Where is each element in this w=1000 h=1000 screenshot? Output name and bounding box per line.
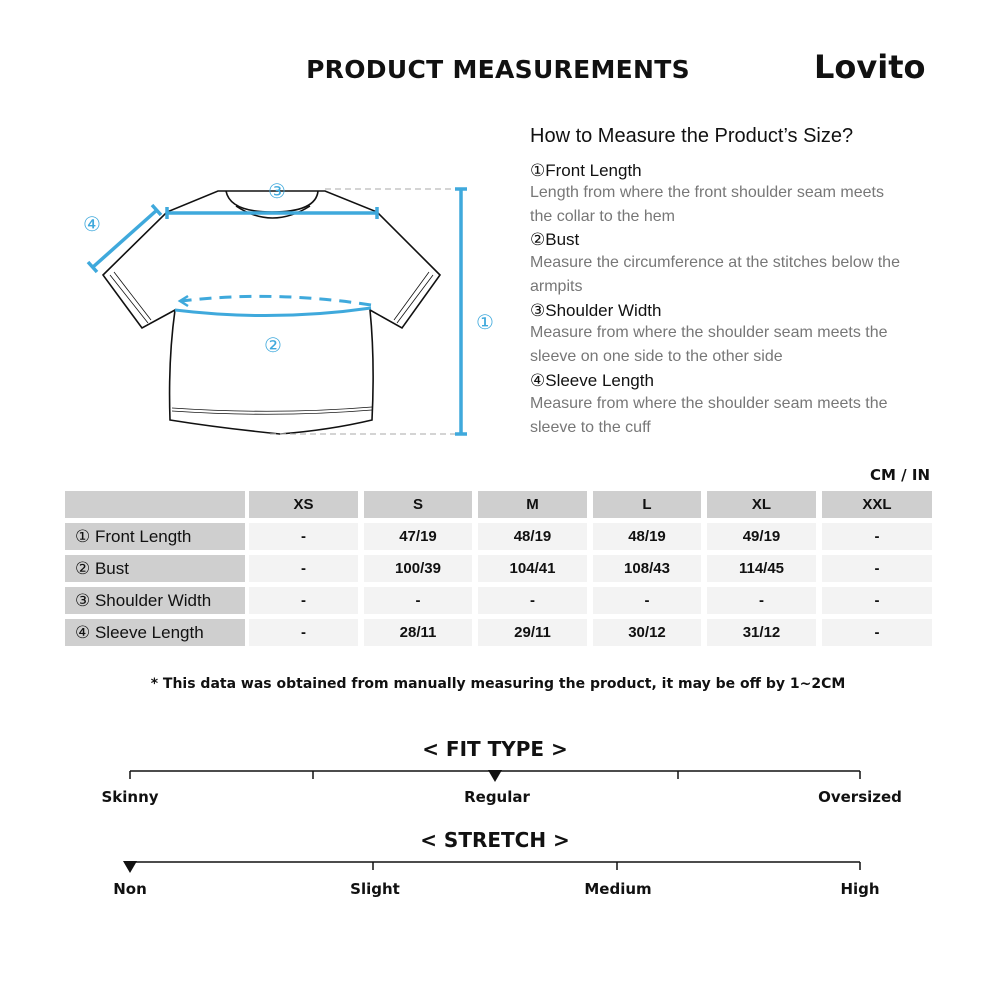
guide-item-label: ①Front Length [530, 161, 642, 180]
table-cell: 49/19 [707, 523, 816, 550]
table-cell: 48/19 [478, 523, 587, 550]
size-header: L [593, 491, 701, 518]
fit-label-regular: Regular [464, 788, 530, 806]
shoulder-width-line [165, 207, 379, 219]
size-header: S [364, 491, 472, 518]
stretch-label-medium: Medium [584, 880, 652, 898]
table-cell: - [822, 523, 932, 550]
marker-1: ① [476, 310, 494, 334]
row-label: ② Bust [65, 555, 245, 582]
table-cell: 30/12 [593, 619, 701, 646]
table-cell: - [364, 587, 472, 614]
table-cell: - [707, 587, 816, 614]
unit-label: CM / IN [870, 466, 930, 484]
brand-logo: Lovito [814, 48, 926, 86]
stretch-label-high: High [840, 880, 880, 898]
guide-item-desc: Measure from where the shoulder seam mee… [530, 324, 888, 365]
table-cell: - [822, 619, 932, 646]
stretch-label-non: Non [113, 880, 147, 898]
table-cell: - [478, 587, 587, 614]
fit-type-marker [488, 770, 502, 782]
size-header: XS [249, 491, 358, 518]
table-cell: - [249, 587, 358, 614]
tshirt-outline [101, 190, 442, 435]
table-cell: 28/11 [364, 619, 472, 646]
table-cell: 104/41 [478, 555, 587, 582]
table-cell: - [593, 587, 701, 614]
fit-label-skinny: Skinny [101, 788, 159, 806]
marker-4: ④ [83, 212, 101, 236]
table-cell: 47/19 [364, 523, 472, 550]
marker-3: ③ [268, 179, 286, 203]
row-label: ③ Shoulder Width [65, 587, 245, 614]
marker-2: ② [264, 333, 282, 357]
fit-type-scale [129, 770, 861, 782]
fit-label-oversized: Oversized [818, 788, 902, 806]
row-label: ④ Sleeve Length [65, 619, 245, 646]
table-cell: - [822, 587, 932, 614]
fit-type-title: < FIT TYPE > [422, 737, 568, 761]
guide-title: How to Measure the Product’s Size? [530, 125, 854, 147]
table-cell: 114/45 [707, 555, 816, 582]
size-header: XL [707, 491, 816, 518]
guide-dashed-lines [270, 188, 458, 435]
table-cell: - [249, 619, 358, 646]
sleeve-length-line [86, 203, 163, 274]
bust-line [174, 306, 372, 318]
table-cell: - [822, 555, 932, 582]
stretch-label-slight: Slight [350, 880, 400, 898]
stretch-scale [123, 861, 861, 873]
stretch-marker [123, 861, 137, 873]
table-cell: - [249, 555, 358, 582]
front-length-line [455, 187, 467, 436]
table-cell: 29/11 [478, 619, 587, 646]
guide-item-label: ③Shoulder Width [530, 301, 662, 320]
guide-item-desc: Measure from where the shoulder seam mee… [530, 395, 888, 436]
size-header: XXL [822, 491, 932, 518]
stretch-title: < STRETCH > [420, 828, 570, 852]
size-header: M [478, 491, 587, 518]
guide-item-label: ④Sleeve Length [530, 371, 654, 390]
row-label: ① Front Length [65, 523, 245, 550]
table-cell: 31/12 [707, 619, 816, 646]
table-cell: 100/39 [364, 555, 472, 582]
tshirt-diagram: ③ ④ ② ① [83, 179, 494, 436]
measurement-note: * This data was obtained from manually m… [150, 676, 846, 692]
table-cell: - [249, 523, 358, 550]
table-cell: 48/19 [593, 523, 701, 550]
table-cell: 108/43 [593, 555, 701, 582]
table-header-corner [65, 491, 245, 518]
guide-item-label: ②Bust [530, 230, 580, 249]
guide-item-desc: Measure the circumference at the stitche… [530, 254, 900, 295]
page-title: PRODUCT MEASUREMENTS [306, 55, 690, 84]
guide-item-desc: Length from where the front shoulder sea… [530, 184, 884, 225]
